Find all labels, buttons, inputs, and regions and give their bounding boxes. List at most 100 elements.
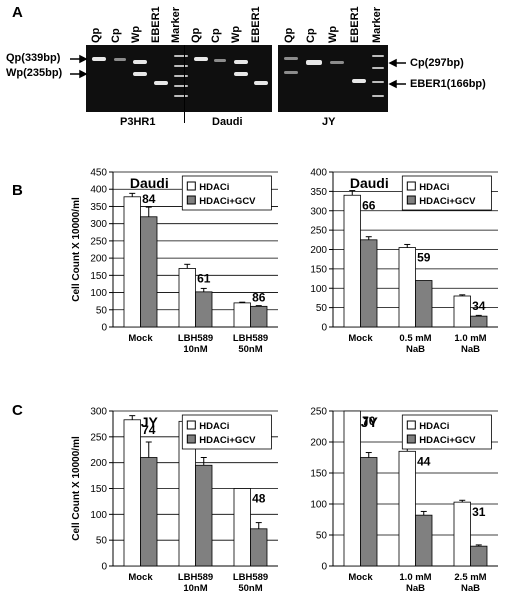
x-tick-label: Mock (348, 572, 373, 583)
size-label-cp: Cp(297bp) (410, 57, 464, 69)
gel-band (234, 60, 248, 64)
bar-hdaci (123, 196, 141, 328)
x-tick-label: Mock (128, 333, 153, 344)
bar-hdaci (233, 302, 251, 328)
gel-band (352, 79, 366, 83)
gel-band (194, 57, 208, 61)
y-tick-label: 350 (90, 202, 107, 213)
x-tick-label: 2.5 mM (454, 572, 486, 583)
y-tick-label: 300 (310, 206, 327, 217)
y-tick-label: 300 (90, 407, 107, 418)
bar-hdaci-gcv (360, 239, 378, 328)
x-tick-label: LBH589 (178, 333, 213, 344)
legend-box (181, 414, 272, 450)
gel-band (133, 60, 147, 64)
legend-label-gcv: HDACi+GCV (419, 196, 476, 207)
legend-label-hdaci: HDACi (199, 421, 229, 432)
gel-band (174, 55, 188, 57)
bar-hdaci (343, 194, 361, 328)
y-tick-label: 0 (101, 562, 107, 573)
percent-annotation: 86 (252, 291, 266, 305)
bar-hdaci-gcv (470, 315, 488, 328)
gel-band (372, 67, 384, 69)
gel-band (372, 55, 384, 57)
chart-title: Daudi (350, 175, 389, 191)
y-tick-label: 200 (310, 438, 327, 449)
legend-swatch-gcv (406, 195, 416, 205)
gel-band (92, 57, 106, 61)
percent-annotation: 59 (417, 251, 431, 265)
y-tick-label: 450 (90, 168, 107, 179)
bar-hdaci-gcv (195, 464, 213, 567)
legend-swatch-hdaci (186, 420, 196, 430)
gel-arrows (70, 54, 406, 89)
cell-line-daudi: Daudi (212, 116, 243, 128)
gel-band (254, 81, 268, 85)
gel-band (114, 58, 126, 61)
gel-image-p3hr1-daudi (86, 45, 272, 112)
y-tick-label: 400 (90, 185, 107, 196)
bar-hdaci-gcv (415, 514, 433, 567)
percent-annotation: 34 (472, 299, 486, 313)
y-tick-label: 0 (101, 323, 107, 334)
legend-label-hdaci: HDACi (419, 421, 449, 432)
y-tick-label: 200 (90, 254, 107, 265)
legend-swatch-hdaci (406, 181, 416, 191)
gel-band (174, 85, 188, 87)
y-tick-label: 0 (321, 323, 327, 334)
y-tick-label: 50 (316, 303, 328, 314)
y-tick-label: 0 (321, 562, 327, 573)
y-tick-label: 200 (90, 458, 107, 469)
bar-hdaci-gcv (470, 545, 488, 567)
x-tick-label: 1.0 mM (399, 572, 431, 583)
x-tick-label: Mock (128, 572, 153, 583)
y-tick-label: 350 (310, 187, 327, 198)
x-tick-label: LBH589 (233, 572, 268, 583)
y-tick-label: 150 (310, 469, 327, 480)
y-tick-label: 250 (310, 407, 327, 418)
chart-title: JY (141, 414, 159, 430)
bar-hdaci (398, 450, 416, 567)
percent-annotation: 84 (142, 192, 156, 206)
percent-annotation: 66 (362, 198, 376, 212)
y-tick-label: 100 (310, 500, 327, 511)
legend-label-hdaci: HDACi (199, 182, 229, 193)
legend-swatch-hdaci (406, 420, 416, 430)
y-tick-label: 100 (90, 288, 107, 299)
legend-box (401, 175, 492, 211)
y-tick-label: 50 (96, 536, 108, 547)
y-axis-label: Cell Count X 10000/ml (71, 436, 82, 541)
y-tick-label: 400 (310, 168, 327, 179)
y-tick-label: 150 (90, 271, 107, 282)
cell-line-p3hr1: P3HR1 (120, 116, 156, 128)
y-tick-label: 250 (310, 226, 327, 237)
bar-hdaci-gcv (140, 216, 158, 328)
percent-annotation: 70 (362, 414, 376, 428)
chart-title: Daudi (130, 175, 169, 191)
bar-hdaci-gcv (415, 280, 433, 328)
x-tick-label: 0.5 mM (399, 333, 431, 344)
bar-hdaci (233, 488, 251, 567)
gel-band (284, 71, 298, 74)
gel-band (372, 81, 384, 83)
y-tick-label: 50 (316, 531, 328, 542)
gel-band (133, 72, 147, 76)
percent-annotation: 48 (252, 492, 266, 506)
percent-annotation: 74 (142, 423, 156, 437)
size-label-qp: Qp(339bp) (6, 52, 61, 64)
x-tick-label: 1.0 mM (454, 333, 486, 344)
x-tick-label: Mock (348, 333, 373, 344)
bar-hdaci-gcv (140, 457, 158, 567)
panel-a-letter: A (12, 4, 23, 21)
x-tick-label: 50nM (238, 583, 262, 594)
size-label-eber1: EBER1(166bp) (410, 78, 486, 90)
gel-band (372, 95, 384, 97)
cell-line-jy: JY (322, 116, 336, 128)
y-tick-label: 150 (310, 264, 327, 275)
x-tick-label: LBH589 (178, 572, 213, 583)
percent-annotation: 44 (417, 454, 431, 468)
gel-divider (184, 45, 185, 123)
legend-label-hdaci: HDACi (419, 182, 449, 193)
panel-c-charts: 05010015020025030074Mock70LBH58910nM48LB… (71, 407, 498, 594)
bar-hdaci-gcv (250, 528, 268, 567)
